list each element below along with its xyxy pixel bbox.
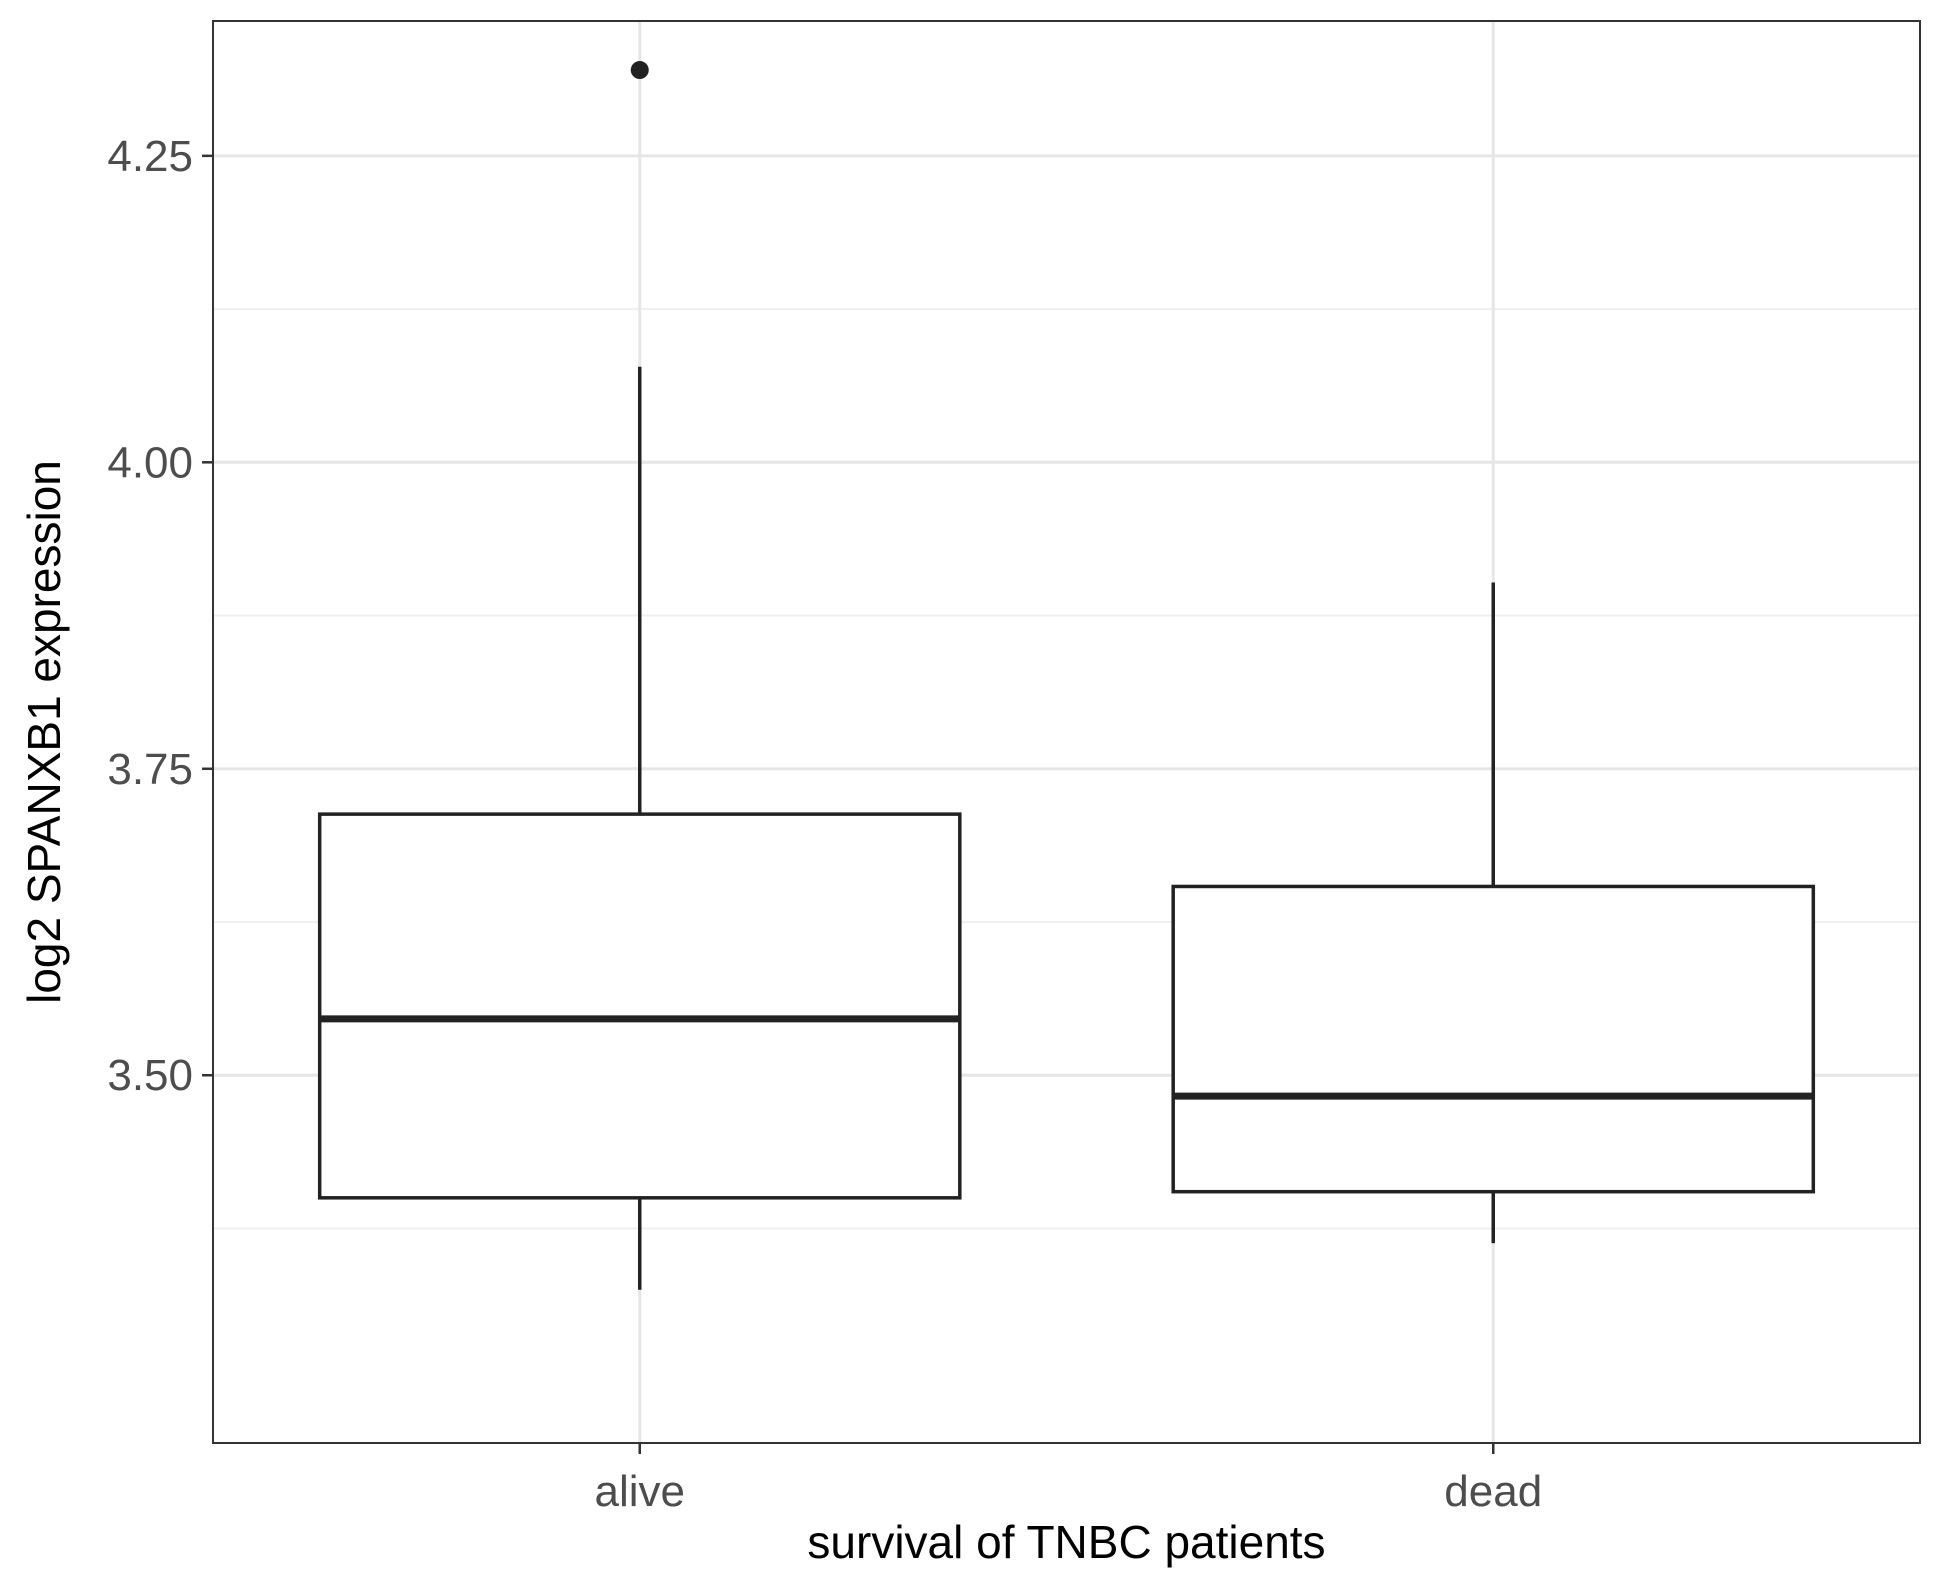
outlier-point bbox=[630, 61, 649, 80]
panel-border bbox=[212, 20, 1921, 1444]
x-tick-label: dead bbox=[1444, 1467, 1542, 1516]
box-iqr bbox=[1171, 884, 1816, 1194]
y-tick-label: 3.75 bbox=[107, 745, 193, 794]
axes-layer: 3.50 3.75 4.00 4.25 alive dead bbox=[107, 132, 1542, 1516]
y-tick-label: 4.00 bbox=[107, 438, 193, 487]
y-axis-title: log2 SPANXB1 expression bbox=[18, 460, 70, 1004]
y-tick-label: 3.50 bbox=[107, 1051, 193, 1100]
y-tick-label: 4.25 bbox=[107, 132, 193, 181]
box-group-dead bbox=[1171, 582, 1816, 1244]
boxes-layer bbox=[317, 61, 1816, 1290]
box-group-alive bbox=[317, 61, 962, 1290]
x-axis-title: survival of TNBC patients bbox=[807, 1516, 1325, 1568]
x-tick-label: alive bbox=[595, 1467, 686, 1516]
box-iqr bbox=[317, 812, 962, 1200]
